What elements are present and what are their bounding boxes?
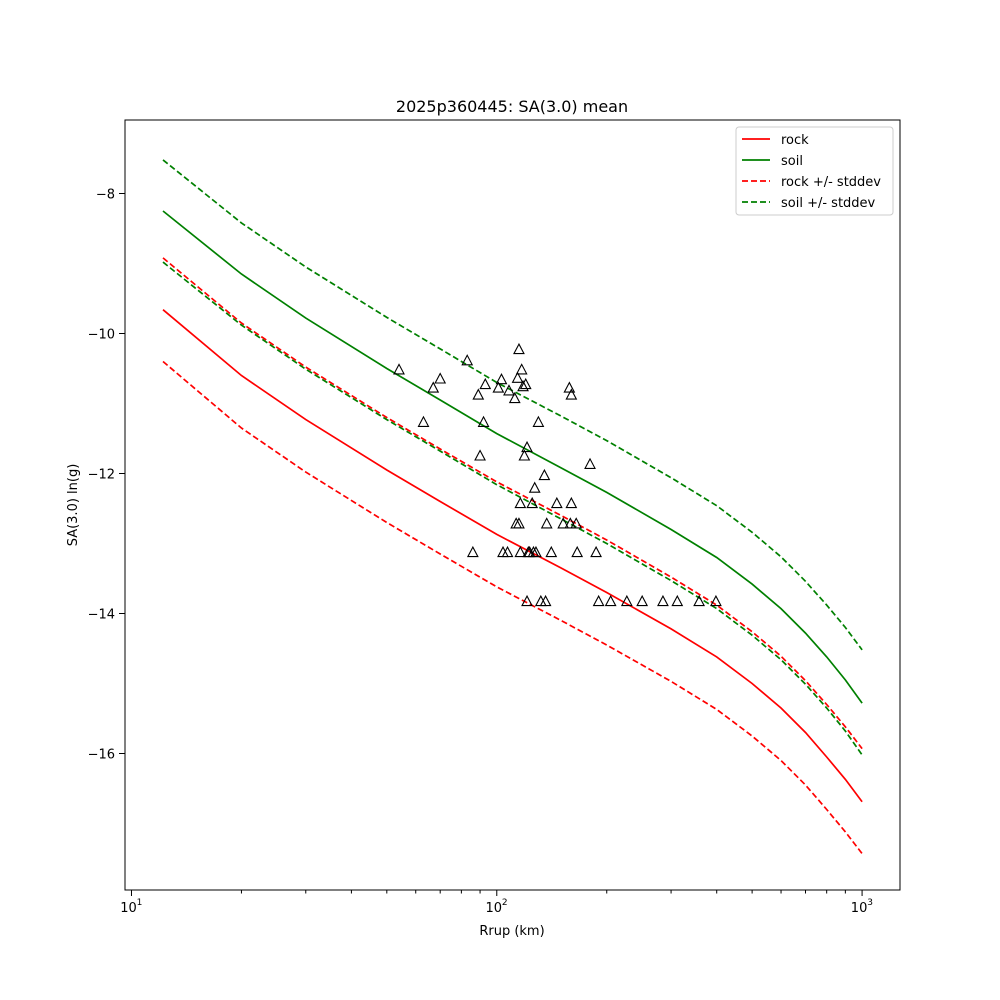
observation-marker [557, 517, 570, 529]
observation-marker [508, 391, 521, 404]
observation-marker [472, 388, 485, 400]
x-tick-label: 10 [486, 901, 503, 916]
y-tick-label: −14 [88, 608, 115, 623]
observation-marker [393, 363, 405, 375]
series-layer [162, 159, 863, 855]
plot-frame [124, 119, 901, 891]
observation-marker [474, 449, 486, 461]
legend-label: rock +/- stddev [781, 175, 881, 190]
legend-label: soil [781, 154, 803, 169]
series-line-0 [162, 309, 863, 803]
y-axis: −16 −14 −12 −10 −8 [88, 188, 125, 763]
series-line-3 [162, 360, 863, 855]
y-tick-label: −8 [96, 188, 115, 203]
series-line-1 [162, 210, 863, 704]
x-tick-exponent: 3 [867, 898, 873, 908]
observation-marker [417, 415, 430, 427]
observation-marker [710, 594, 722, 607]
x-tick-label: 10 [120, 901, 137, 916]
y-axis-label: SA(3.0) ln(g) [66, 464, 81, 547]
x-tick-exponent: 1 [137, 898, 143, 908]
observation-marker [461, 354, 474, 366]
observation-marker [514, 545, 527, 558]
observation-marker [530, 545, 542, 558]
observation-marker [526, 496, 539, 509]
x-tick-label: 10 [851, 901, 868, 916]
observation-marker [513, 342, 525, 355]
x-tick-exponent: 2 [502, 898, 508, 908]
observation-marker [563, 381, 576, 393]
observation-marker [564, 517, 577, 529]
y-tick-label: −16 [88, 748, 115, 763]
observation-marker [511, 371, 524, 383]
observation-marker [515, 363, 528, 375]
observation-marker [604, 594, 617, 607]
observation-marker [584, 457, 596, 469]
legend-label: rock [781, 133, 809, 148]
observation-marker [434, 372, 447, 384]
observation-marker [693, 594, 706, 607]
observation-marker [620, 594, 633, 607]
observation-marker [477, 415, 490, 427]
observation-marker [521, 594, 533, 607]
legend: rock soil rock +/- stddev soil +/- stddev [735, 126, 894, 216]
observation-marker [592, 594, 605, 607]
observation-marker [427, 381, 440, 393]
plot-area [162, 159, 863, 855]
observation-marker [636, 594, 649, 607]
observation-marker [657, 594, 669, 607]
observation-marker [545, 545, 558, 558]
observation-marker [519, 377, 532, 390]
observation-marker [513, 517, 525, 529]
observation-marker [517, 380, 529, 392]
x-axis: 10 1 10 2 10 3 [120, 890, 873, 916]
y-tick-label: −10 [88, 328, 115, 343]
observation-marker [671, 594, 684, 607]
observation-marker [538, 468, 551, 481]
observation-marker [521, 440, 533, 453]
observation-marker [540, 517, 553, 529]
observation-marker [528, 481, 541, 493]
observation-marker [590, 545, 602, 558]
x-axis-label: Rrup (km) [479, 924, 544, 939]
observation-marker [565, 496, 578, 509]
observation-marker [532, 415, 545, 427]
observation-marker [501, 545, 514, 558]
observation-marker [565, 388, 578, 400]
observation-marker [479, 377, 492, 390]
series-line-2 [162, 257, 863, 750]
legend-label: soil +/- stddev [781, 196, 876, 211]
observation-marker [466, 545, 479, 558]
observation-marker [503, 384, 515, 396]
observation-marker [539, 594, 552, 607]
observation-marker [518, 449, 531, 461]
observation-marker [571, 545, 584, 558]
observation-marker [514, 496, 527, 509]
series-line-5 [162, 261, 863, 756]
observations-layer [393, 342, 722, 607]
observation-marker [495, 373, 508, 385]
legend-box [735, 126, 894, 216]
series-line-4 [162, 159, 863, 651]
observation-marker [550, 496, 563, 509]
chart-title: 2025p360445: SA(3.0) mean [396, 97, 628, 116]
observation-marker [570, 517, 583, 529]
observation-marker [492, 381, 505, 393]
y-tick-label: −12 [88, 468, 115, 483]
